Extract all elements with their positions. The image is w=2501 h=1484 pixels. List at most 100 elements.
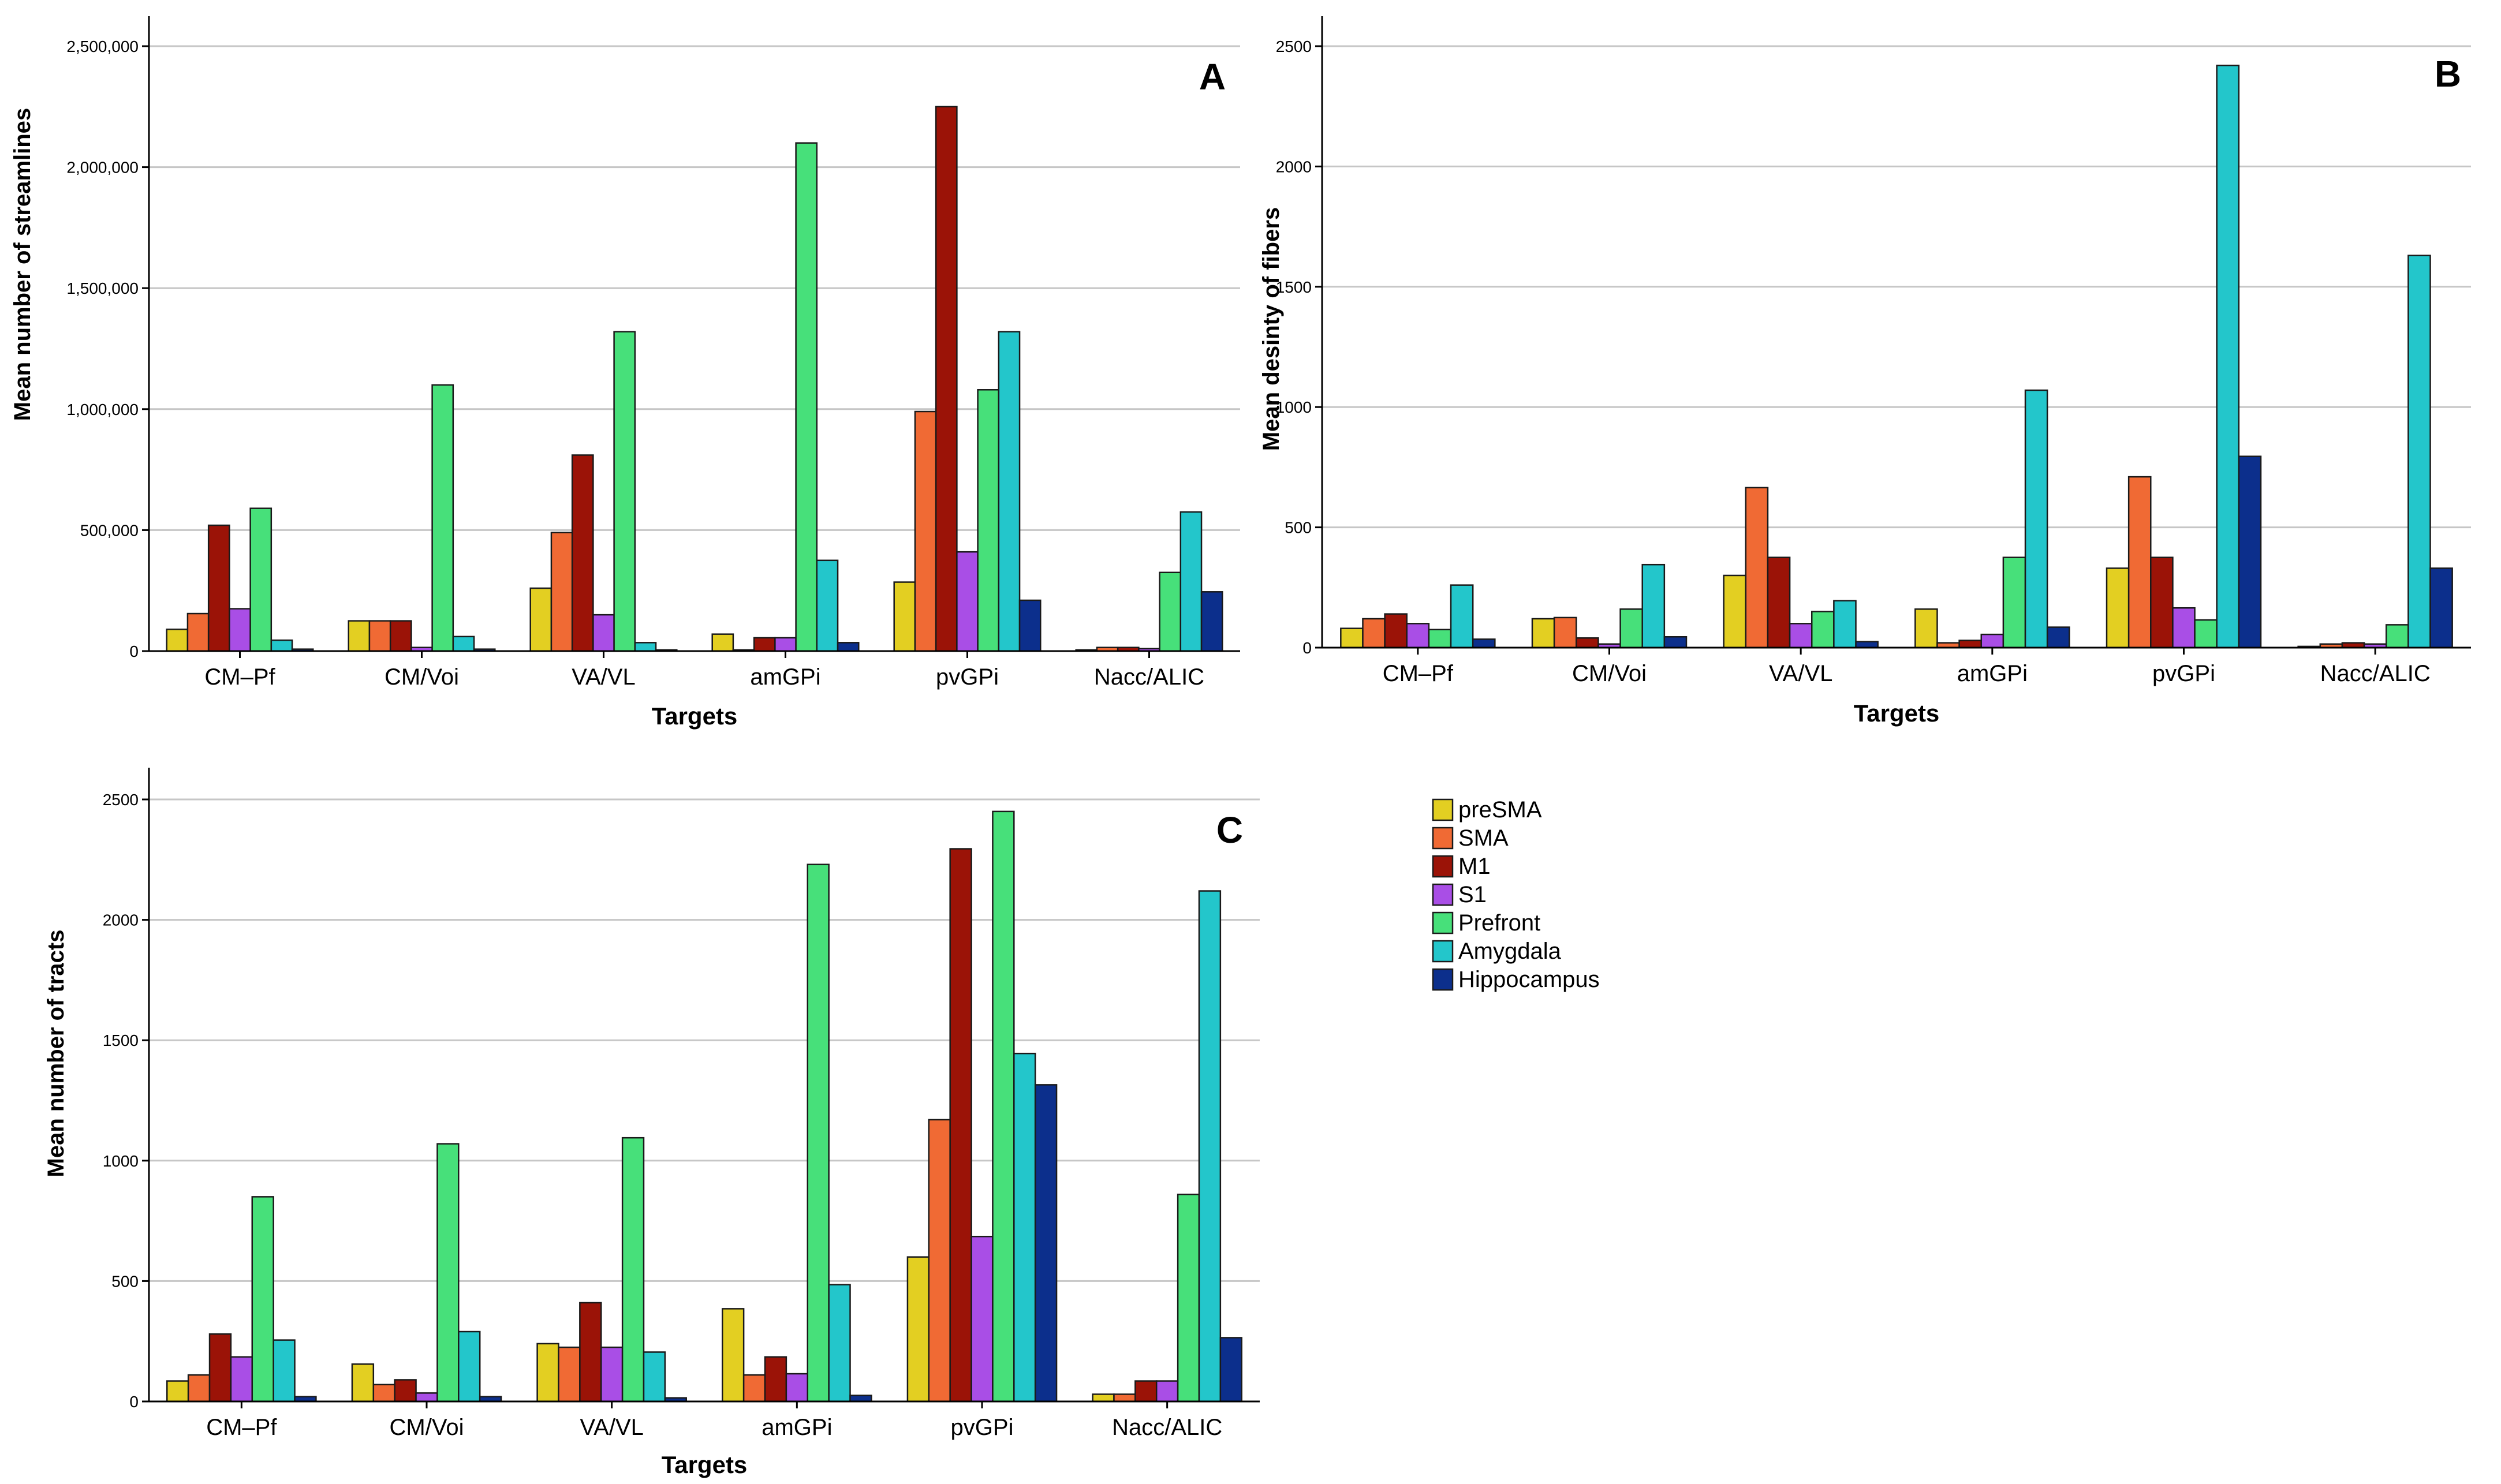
bar-amygdala-1	[452, 636, 475, 652]
bar-amygdala-5	[1179, 511, 1203, 652]
bar-prefront-5	[2385, 624, 2409, 649]
bar-s1-5	[1155, 1380, 1179, 1403]
x-tick-label: pvGPi	[2152, 661, 2215, 686]
legend-swatch-presma	[1432, 798, 1454, 821]
bar-s1-3	[1980, 633, 2004, 649]
bar-prefront-4	[977, 389, 1000, 652]
bar-m1-3	[1958, 640, 1983, 649]
bar-m1-0	[1384, 613, 1408, 649]
x-tick-label: CM/Voi	[390, 1415, 464, 1440]
bar-sma-2	[1745, 487, 1769, 649]
bar-prefront-3	[2002, 556, 2026, 649]
bar-sma-4	[928, 1119, 951, 1403]
legend-swatch-sma	[1432, 827, 1454, 850]
bar-s1-3	[774, 637, 797, 652]
bar-presma-2	[529, 587, 553, 652]
x-tick-label: Nacc/ALIC	[2320, 661, 2431, 686]
y-tick-label: 500	[1285, 519, 1312, 537]
bar-hippocampus-4	[1034, 1084, 1058, 1403]
x-tick-label: VA/VL	[1769, 661, 1832, 686]
bar-m1-3	[753, 637, 776, 652]
panel-b-chart: 0 500 1000 1500 2000 2500 CM–Pf CM/Voi VA/VL amGP…	[1259, 16, 2471, 727]
bar-amygdala-4	[1013, 1052, 1036, 1403]
bar-amygdala-1	[1641, 563, 1666, 649]
bar-presma-2	[1723, 574, 1747, 649]
y-tick-label: 500,000	[80, 521, 139, 539]
bar-m1-1	[1576, 637, 1599, 649]
bar-amygdala-0	[273, 1339, 296, 1403]
x-tick-label: CM/Voi	[385, 664, 459, 690]
bar-hippocampus-5	[1219, 1337, 1242, 1403]
y-tick-label: 2,000,000	[66, 159, 139, 177]
bar-m1-2	[571, 454, 594, 652]
bar-amygdala-5	[1198, 890, 1222, 1403]
legend-swatch-s1	[1432, 883, 1454, 906]
bar-sma-2	[558, 1346, 581, 1403]
bar-s1-4	[970, 1235, 994, 1403]
bar-sma-2	[550, 532, 573, 652]
bar-m1-0	[208, 1333, 232, 1403]
bar-presma-1	[348, 620, 371, 652]
x-tick-label: amGPi	[1957, 661, 2028, 686]
x-tick-label: pvGPi	[951, 1415, 1014, 1440]
bar-s1-2	[592, 614, 615, 652]
bar-presma-1	[351, 1363, 375, 1403]
bar-amygdala-4	[2216, 65, 2240, 649]
bar-hippocampus-2	[1855, 641, 1879, 649]
bar-amygdala-4	[998, 331, 1021, 652]
bar-m1-3	[764, 1356, 787, 1403]
legend-swatch-prefront	[1432, 911, 1454, 934]
y-tick-label: 2500	[1276, 38, 1312, 55]
legend-label-presma: preSMA	[1458, 797, 1542, 823]
y-tick-label: 2000	[103, 911, 139, 929]
bar-presma-2	[536, 1343, 559, 1403]
bar-amygdala-3	[2024, 389, 2048, 649]
bar-m1-1	[389, 620, 412, 652]
y-tick-label: 2500	[103, 791, 139, 809]
panel-label: C	[1216, 809, 1243, 851]
legend-label-amygdala: Amygdala	[1458, 939, 1562, 964]
y-tick-label: 1000	[103, 1152, 139, 1170]
bar-sma-4	[2127, 476, 2152, 649]
x-axis-title: Targets	[662, 1451, 748, 1478]
bar-s1-0	[1406, 623, 1430, 649]
bar-hippocampus-3	[849, 1395, 872, 1403]
bar-prefront-1	[1619, 608, 1643, 649]
bar-sma-0	[1362, 618, 1386, 649]
bar-sma-1	[1553, 616, 1577, 649]
y-axis-title: Mean number of streamlines	[10, 108, 35, 421]
bar-s1-2	[600, 1346, 624, 1403]
bar-presma-1	[1531, 618, 1555, 649]
bar-s1-0	[229, 608, 251, 652]
x-tick-label: Nacc/ALIC	[1094, 664, 1204, 690]
bar-m1-2	[579, 1302, 602, 1403]
legend-swatch-amygdala	[1432, 940, 1454, 963]
x-tick-label: CM/Voi	[1572, 661, 1647, 686]
bar-hippocampus-0	[1472, 638, 1496, 649]
bar-m1-4	[935, 106, 958, 652]
bar-prefront-3	[795, 142, 818, 652]
x-tick-label: amGPi	[762, 1415, 832, 1440]
bar-s1-3	[785, 1373, 809, 1403]
bar-hippocampus-4	[2238, 455, 2262, 649]
bar-s1-4	[2172, 607, 2196, 649]
bar-sma-5	[1113, 1393, 1136, 1403]
bar-presma-0	[166, 1380, 189, 1403]
bar-amygdala-0	[1450, 584, 1474, 649]
x-tick-label: CM–Pf	[204, 664, 275, 690]
bar-sma-1	[372, 1384, 395, 1403]
bar-presma-5	[1092, 1393, 1115, 1403]
x-tick-label: VA/VL	[580, 1415, 643, 1440]
bar-prefront-0	[249, 507, 273, 652]
y-tick-label: 2,500,000	[66, 38, 139, 55]
y-tick-label: 0	[129, 1393, 139, 1411]
bar-prefront-3	[807, 864, 830, 1403]
bar-hippocampus-1	[1663, 636, 1688, 649]
bar-hippocampus-3	[2046, 626, 2070, 649]
panel-label: B	[2435, 53, 2461, 95]
bar-m1-4	[2150, 556, 2174, 649]
legend-label-m1: M1	[1458, 854, 1491, 879]
bar-sma-1	[368, 620, 391, 652]
bar-amygdala-2	[643, 1351, 666, 1403]
